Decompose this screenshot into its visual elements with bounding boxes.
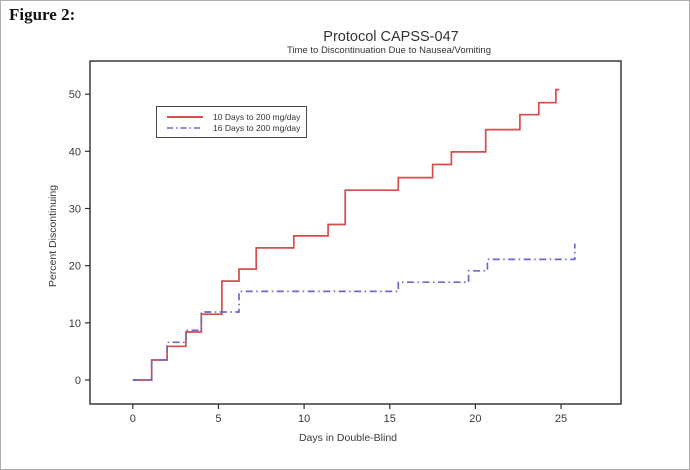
legend-line-sample-dashdot (167, 126, 203, 129)
x-tick-label: 0 (130, 413, 136, 425)
legend-line-sample-solid (167, 115, 203, 118)
y-tick-label: 30 (69, 203, 81, 215)
x-tick-label: 10 (298, 413, 310, 425)
y-tick-label: 50 (69, 89, 81, 101)
x-axis-label: Days in Double-Blind (298, 432, 398, 444)
y-tick-label: 0 (75, 375, 81, 387)
x-tick-label: 15 (384, 413, 396, 425)
legend-label: 10 Days to 200 mg/day (213, 111, 301, 122)
figure-label: Figure 2: (9, 5, 76, 24)
series-step-line-1 (132, 243, 576, 381)
x-tick-label: 25 (555, 413, 567, 425)
y-tick-label: 10 (69, 318, 81, 330)
y-axis-label: Percent Discontinuing (47, 184, 59, 288)
y-tick-label: 40 (69, 146, 81, 158)
legend-row: 16 Days to 200 mg/day (157, 122, 306, 133)
plot-frame (89, 60, 622, 405)
y-tick-label: 20 (69, 261, 81, 273)
legend-label: 16 Days to 200 mg/day (213, 122, 301, 133)
legend-row: 10 Days to 200 mg/day (157, 111, 306, 122)
x-tick-label: 20 (469, 413, 481, 425)
chart-subtitle: Time to Discontinuation Due to Nausea/Vo… (286, 45, 491, 56)
legend: 10 Days to 200 mg/day 16 Days to 200 mg/… (156, 106, 307, 138)
chart-title: Protocol CAPSS-047 (323, 29, 459, 45)
x-tick-label: 5 (215, 413, 221, 425)
